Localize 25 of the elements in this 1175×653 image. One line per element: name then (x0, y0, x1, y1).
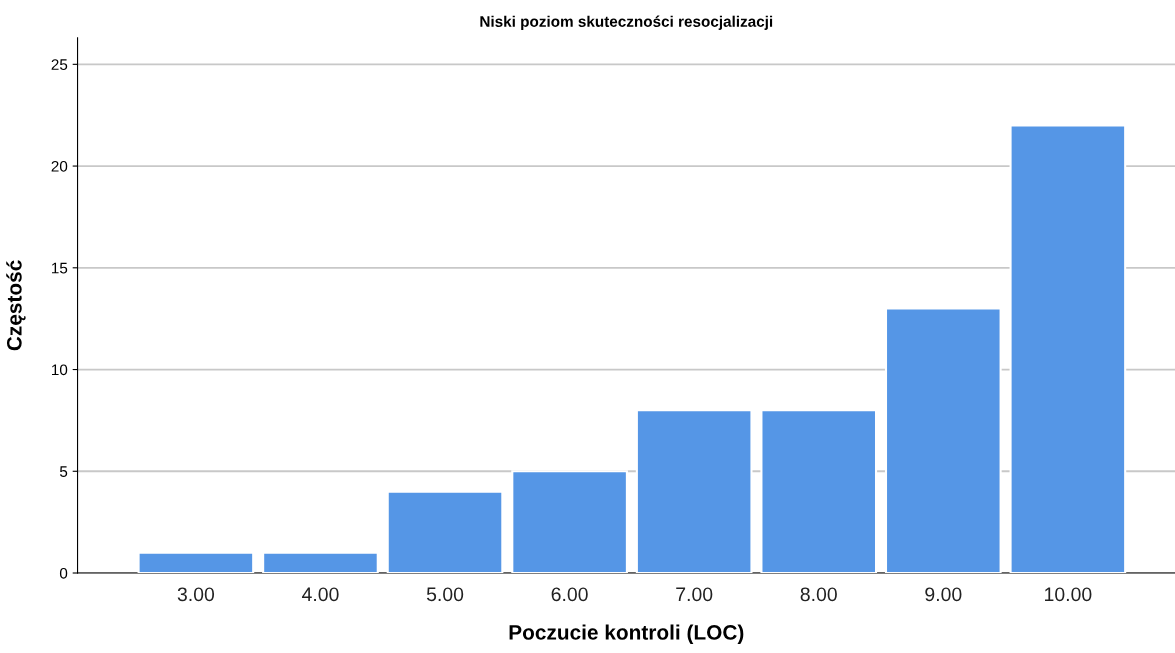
x-tick-label: 6.00 (551, 587, 588, 602)
bar (386, 490, 504, 574)
x-tick-label: 7.00 (676, 587, 713, 602)
bar (511, 470, 628, 574)
y-tick-label: 15 (52, 262, 68, 274)
bar (884, 307, 1002, 574)
x-tick-label: 5.00 (426, 587, 464, 602)
y-tick-label: 25 (51, 59, 68, 71)
bar (635, 409, 753, 574)
y-tick-label: 10 (52, 364, 68, 376)
x-axis-title: Poczucie kontroli (LOC) (509, 624, 744, 644)
bar (760, 409, 878, 574)
y-axis-title: Częstość (6, 260, 26, 351)
x-tick-label: 4.00 (301, 587, 339, 602)
bar (137, 551, 255, 574)
x-tick-label: 10.00 (1045, 587, 1092, 602)
bar (1009, 124, 1127, 574)
y-tick-label: 0 (59, 567, 68, 579)
x-tick-label: 8.00 (800, 587, 837, 602)
y-tick-label: 5 (59, 466, 68, 477)
x-tick-label: 9.00 (925, 587, 962, 602)
y-tick-label: 20 (51, 160, 68, 172)
bar (262, 551, 379, 574)
chart-title: Niski poziom skuteczności resocjalizacji (480, 15, 773, 30)
x-tick-label: 3.00 (177, 587, 215, 602)
